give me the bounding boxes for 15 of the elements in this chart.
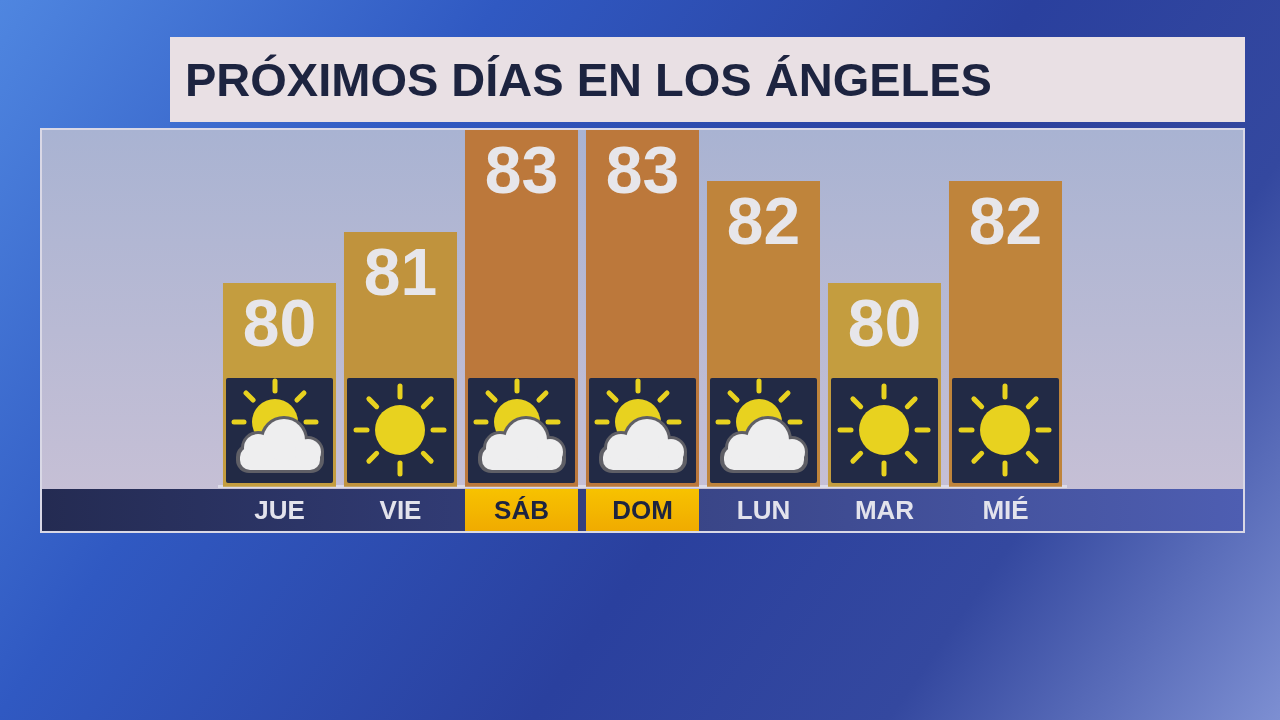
chart-title: PRÓXIMOS DÍAS EN LOS ÁNGELES bbox=[185, 53, 992, 107]
x-tick-label: LUN bbox=[736, 494, 791, 525]
x-tick-label: MAR bbox=[854, 494, 915, 525]
x-tick-label: JUE bbox=[254, 494, 305, 525]
data-label: 82 bbox=[726, 183, 801, 258]
data-label: 83 bbox=[605, 133, 680, 207]
data-label: 81 bbox=[363, 234, 438, 309]
data-label: 80 bbox=[847, 285, 922, 360]
x-tick-label: VIE bbox=[379, 494, 422, 525]
x-tick-label: MIÉ bbox=[982, 494, 1029, 525]
data-label: 82 bbox=[968, 183, 1043, 258]
x-tick-label: SÁB bbox=[494, 494, 549, 525]
data-label: 83 bbox=[484, 133, 559, 207]
x-tick-label: DOM bbox=[612, 494, 673, 525]
data-label: 80 bbox=[242, 285, 317, 360]
